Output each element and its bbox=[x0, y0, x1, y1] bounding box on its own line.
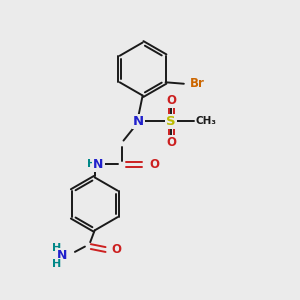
Text: O: O bbox=[166, 136, 176, 149]
Text: S: S bbox=[167, 115, 176, 128]
Text: H: H bbox=[52, 259, 61, 269]
Text: N: N bbox=[57, 249, 68, 262]
Text: N: N bbox=[133, 115, 144, 128]
Text: H: H bbox=[52, 243, 61, 253]
Text: CH₃: CH₃ bbox=[196, 116, 217, 126]
Text: H: H bbox=[87, 159, 96, 169]
Text: Br: Br bbox=[190, 77, 205, 90]
Text: O: O bbox=[166, 94, 176, 107]
Text: O: O bbox=[149, 158, 159, 171]
Text: O: O bbox=[111, 243, 122, 256]
Text: N: N bbox=[93, 158, 104, 171]
